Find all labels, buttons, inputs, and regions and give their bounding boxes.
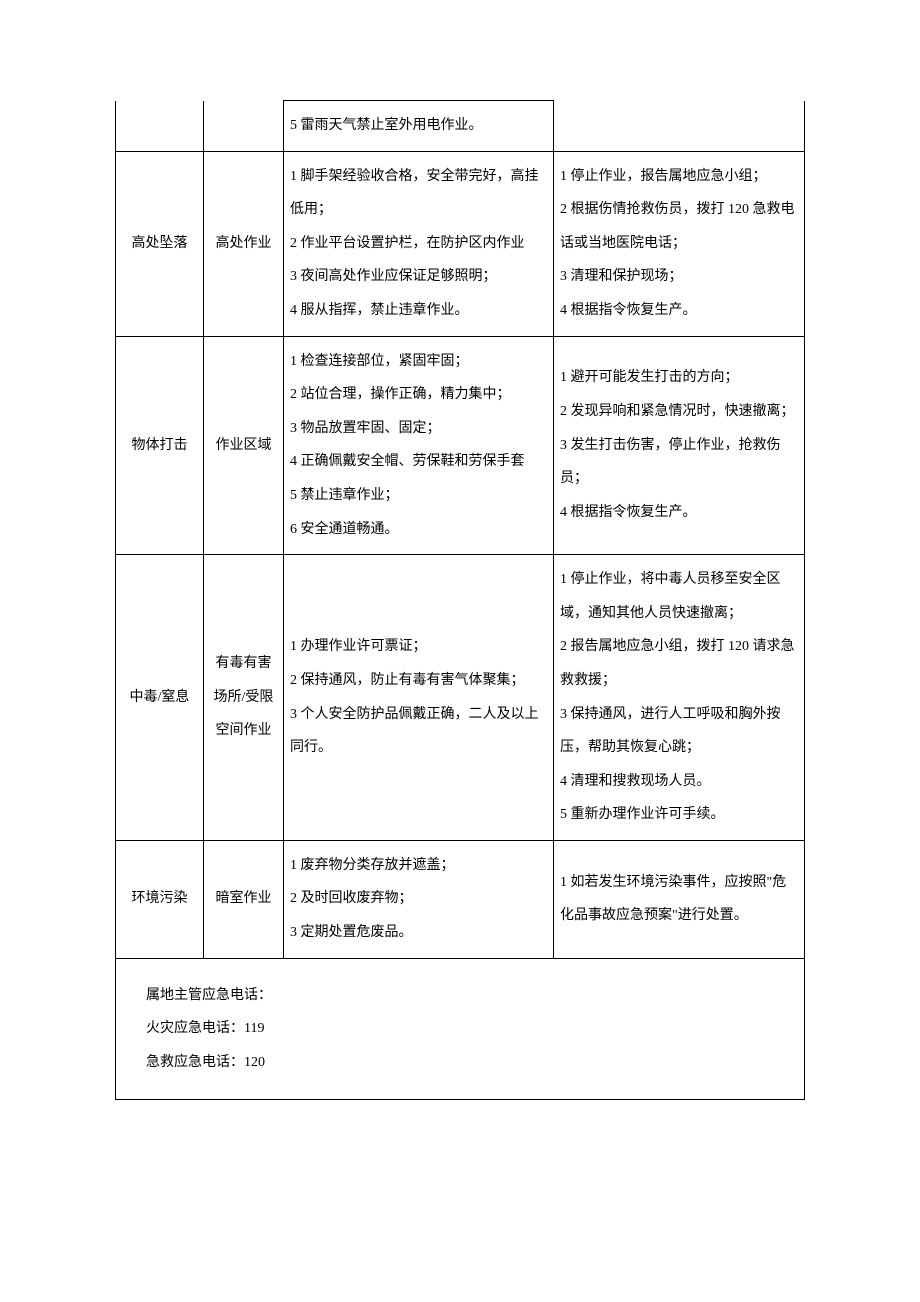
- cell-measures: 1 办理作业许可票证； 2 保持通风，防止有毒有害气体聚集； 3 个人安全防护品…: [284, 555, 554, 841]
- table-footer-row: 属地主管应急电话： 火灾应急电话：119 急救应急电话：120: [116, 958, 805, 1100]
- cell-type: 中毒/窒息: [116, 555, 204, 841]
- cell-type: 物体打击: [116, 336, 204, 555]
- table-row: 中毒/窒息 有毒有害场所/受限空间作业 1 办理作业许可票证； 2 保持通风，防…: [116, 555, 805, 841]
- cell-response: 1 避开可能发生打击的方向； 2 发现异响和紧急情况时，快速撤离； 3 发生打击…: [554, 336, 805, 555]
- cell-response: 1 停止作业，将中毒人员移至安全区域，通知其他人员快速撤离； 2 报告属地应急小…: [554, 555, 805, 841]
- cell-area: 高处作业: [204, 151, 284, 336]
- cell-area: 作业区域: [204, 336, 284, 555]
- table-row: 物体打击 作业区域 1 检查连接部位，紧固牢固； 2 站位合理，操作正确，精力集…: [116, 336, 805, 555]
- cell-type: 环境污染: [116, 840, 204, 958]
- cell-measures: 1 脚手架经验收合格，安全带完好，高挂低用； 2 作业平台设置护栏，在防护区内作…: [284, 151, 554, 336]
- emergency-contacts: 属地主管应急电话： 火灾应急电话：119 急救应急电话：120: [116, 958, 805, 1100]
- safety-table: 5 雷雨天气禁止室外用电作业。 高处坠落 高处作业 1 脚手架经验收合格，安全带…: [115, 100, 805, 1100]
- cell-type: [116, 101, 204, 152]
- cell-measures: 1 废弃物分类存放并遮盖； 2 及时回收废弃物； 3 定期处置危废品。: [284, 840, 554, 958]
- cell-area: 暗室作业: [204, 840, 284, 958]
- document-page: 5 雷雨天气禁止室外用电作业。 高处坠落 高处作业 1 脚手架经验收合格，安全带…: [0, 0, 920, 1160]
- cell-area: [204, 101, 284, 152]
- cell-type: 高处坠落: [116, 151, 204, 336]
- table-row: 5 雷雨天气禁止室外用电作业。: [116, 101, 805, 152]
- table-row: 高处坠落 高处作业 1 脚手架经验收合格，安全带完好，高挂低用； 2 作业平台设…: [116, 151, 805, 336]
- cell-measures: 5 雷雨天气禁止室外用电作业。: [284, 101, 554, 152]
- table-row: 环境污染 暗室作业 1 废弃物分类存放并遮盖； 2 及时回收废弃物； 3 定期处…: [116, 840, 805, 958]
- cell-response: [554, 101, 805, 152]
- cell-area: 有毒有害场所/受限空间作业: [204, 555, 284, 841]
- cell-measures: 1 检查连接部位，紧固牢固； 2 站位合理，操作正确，精力集中； 3 物品放置牢…: [284, 336, 554, 555]
- cell-response: 1 停止作业，报告属地应急小组； 2 根据伤情抢救伤员，拨打 120 急救电话或…: [554, 151, 805, 336]
- cell-response: 1 如若发生环境污染事件，应按照"危化品事故应急预案"进行处置。: [554, 840, 805, 958]
